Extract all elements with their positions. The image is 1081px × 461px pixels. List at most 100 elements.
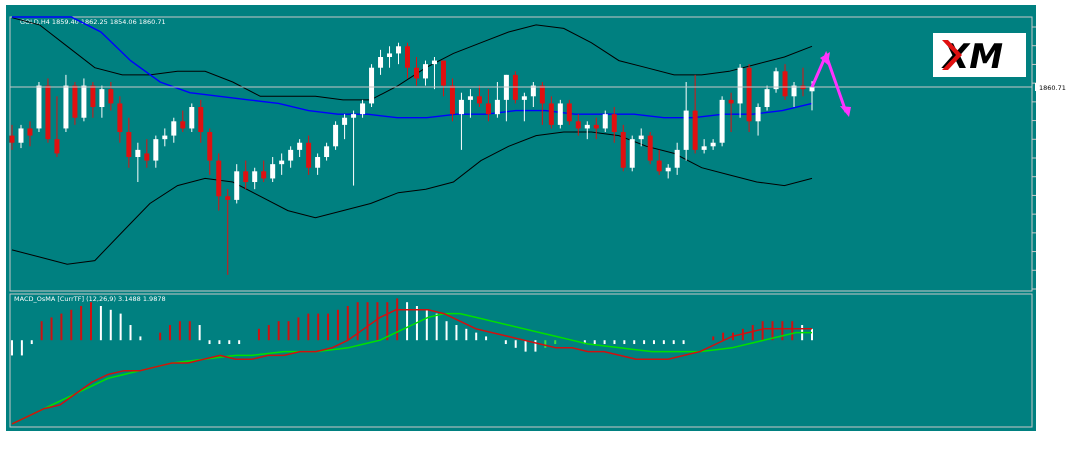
time-tick-label: 1 Feb 13:00	[812, 431, 848, 438]
price-tick-label: 1819.65	[1040, 229, 1067, 237]
time-tick-label: 18 Jan 09:00	[267, 431, 305, 438]
time-tick-label: 29 Jan 05:00	[739, 431, 777, 438]
candle-body	[153, 139, 159, 161]
candle-body	[225, 196, 231, 200]
price-tick-label: 1824.90	[1040, 211, 1067, 219]
candle-body	[638, 135, 644, 140]
current-price-tag	[1035, 83, 1062, 91]
price-tick-label: 1856.40	[1040, 98, 1067, 106]
candle-body	[369, 67, 375, 104]
logo-accent-icon	[942, 40, 962, 70]
candle-body	[737, 67, 743, 104]
upper-band-line	[11, 17, 813, 101]
price-tick-label: 1830.15	[1040, 192, 1067, 200]
candle-body	[413, 67, 419, 79]
price-tick-label: 1840.65	[1040, 155, 1067, 163]
candle-body	[557, 103, 563, 125]
time-tick-label: 11 Jan 2021	[12, 431, 48, 438]
candle-body	[351, 114, 357, 118]
time-tick-label: 27 Jan 05:00	[630, 431, 668, 438]
candle-body	[629, 139, 635, 168]
macd-histogram	[11, 298, 813, 356]
candle-body	[360, 103, 366, 115]
candle-body	[9, 135, 15, 143]
time-tick-label: 15 Jan 01:00	[194, 431, 232, 438]
candle-body	[216, 160, 222, 197]
price-tick-label: 1804.05	[1040, 286, 1067, 294]
price-tick-label: 1809.30	[1040, 267, 1067, 275]
macd-lines	[11, 309, 812, 425]
price-pane-header: GOLD,H4 1859.40 1862.25 1854.06 1860.71	[20, 18, 166, 26]
candle-body	[333, 124, 339, 147]
forecast-arrow	[810, 50, 851, 117]
candle-body	[566, 103, 572, 122]
candle-body	[288, 149, 294, 161]
candle-body	[521, 96, 527, 100]
time-tick-label: 29 Jan 21:00	[776, 431, 814, 438]
candle-body	[270, 164, 276, 179]
time-tick-label: 20 Jan 13:00	[376, 431, 414, 438]
candle-body	[620, 132, 626, 168]
time-tick-label: 12 Jan 09:00	[48, 431, 86, 438]
candle-body	[773, 71, 779, 90]
candle-body	[656, 160, 662, 172]
candle-body	[315, 157, 321, 168]
candle-body	[764, 89, 770, 108]
candle-body	[611, 114, 617, 133]
candle-body	[54, 139, 60, 154]
candle-body	[548, 103, 554, 125]
price-tick-label: 1845.90	[1040, 136, 1067, 144]
chart-background	[6, 5, 1036, 431]
candle-body	[18, 128, 24, 143]
candle-body	[234, 171, 240, 200]
time-tick-label: 21 Jan 05:00	[412, 431, 450, 438]
candle-body	[485, 103, 491, 115]
current-price-label: 1860.71	[1039, 84, 1066, 92]
price-tick-label: 1814.40	[1040, 248, 1067, 256]
price-pane-border	[9, 16, 1033, 292]
candle-body	[539, 85, 545, 104]
macd-pane-header: MACD_OsMA [CurrTF] (12,26,9) 3.1488 1.98…	[14, 295, 166, 303]
macd-main-line	[11, 309, 812, 425]
candle-body	[755, 107, 761, 122]
candle-body	[431, 60, 437, 65]
broker-logo: XM	[933, 33, 1026, 77]
moving-average-line	[12, 16, 813, 119]
candle-body	[117, 103, 123, 133]
candle-body	[297, 142, 303, 150]
candle-body	[180, 121, 186, 129]
candle-body	[683, 110, 689, 150]
candle-body	[90, 85, 96, 108]
candle-body	[728, 99, 734, 104]
candle-body	[252, 171, 258, 183]
candle-body	[135, 149, 141, 158]
time-tick-label: 13 Jan 17:00	[121, 431, 159, 438]
time-tick-label: 27 Jan 21:00	[667, 431, 705, 438]
macd-pane-border	[9, 293, 1033, 428]
candle-body	[396, 46, 402, 54]
price-pane: GOLD,H4 1859.40 1862.25 1854.06 1860.71 …	[9, 16, 1067, 294]
candle-body	[45, 85, 51, 140]
candlestick-series	[9, 42, 815, 275]
time-tick-label: 15 Jan 17:00	[230, 431, 268, 438]
macd-tick-label: -22.2908	[1040, 422, 1069, 430]
candle-body	[476, 96, 482, 104]
time-tick-label: 28 Jan 13:00	[703, 431, 741, 438]
candle-body	[243, 171, 249, 183]
candle-body	[575, 121, 581, 129]
macd-pane: MACD_OsMA [CurrTF] (12,26,9) 3.1488 1.98…	[9, 293, 1069, 430]
candle-body	[710, 142, 716, 147]
candle-body	[36, 85, 42, 129]
candle-body	[701, 146, 707, 150]
price-tick-label: 1872.15	[1040, 42, 1067, 50]
candle-body	[422, 64, 428, 79]
candle-body	[458, 99, 464, 115]
candle-body	[342, 117, 348, 125]
candle-body	[593, 124, 599, 129]
candle-body	[692, 110, 698, 150]
macd-tick-label: 0.00	[1040, 337, 1054, 345]
price-tick-label: 1877.40	[1040, 24, 1067, 32]
candle-body	[674, 149, 680, 168]
